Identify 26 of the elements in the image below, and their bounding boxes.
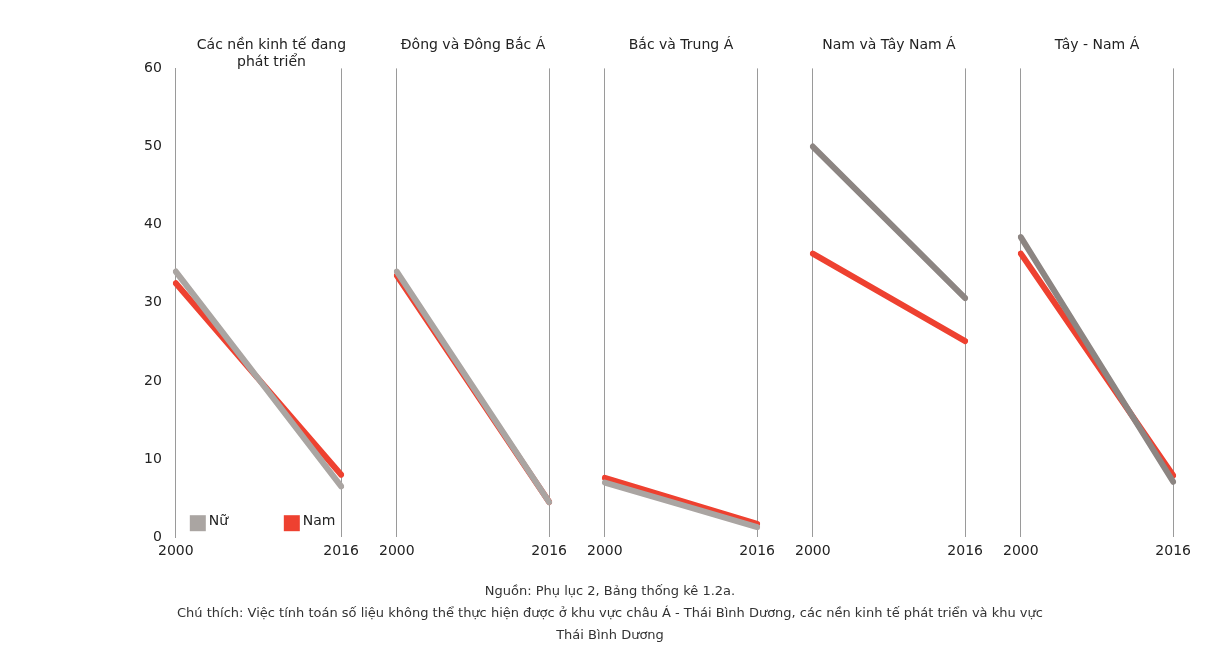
y-tick-label: 60 [143, 59, 162, 76]
text: Chú thích: Việc tính toán số liệu không thể thực hiện được ở khu vực châu Á - Thái Bình Dương, các nền kinh tế phát triển và khu vực Thái Bình Dương [176, 604, 1044, 644]
x-tick-label: 2000 [794, 542, 831, 559]
chart-title: Nam và Tây Nam Á [821, 36, 957, 54]
x-tick-label: 2016 [947, 542, 984, 559]
y-tick-label: 50 [143, 137, 162, 154]
legend-label: Nữ [208, 511, 230, 528]
y-tick-label: 10 [143, 449, 162, 466]
x-tick-label: 2016 [1155, 542, 1192, 559]
x-tick-label: 2016 [323, 542, 360, 559]
y-tick-label: 30 [143, 293, 162, 310]
chart-title: Tây - Nam Á [1053, 36, 1141, 54]
y-tick-label: 0 [152, 527, 162, 544]
x-tick-label: 2000 [378, 542, 415, 559]
x-tick-label: 2016 [531, 542, 568, 559]
x-tick-label: 2016 [739, 542, 776, 559]
x-tick-label: 2000 [586, 542, 623, 559]
chart-title: Đông và Đông Bắc Á [399, 36, 547, 54]
text: Nguồn: Phụ lục 2, Bảng thống kê 1.2a. [483, 582, 737, 600]
y-tick-label: 40 [143, 215, 162, 232]
x-tick-label: 2000 [1002, 542, 1039, 559]
legend-label: Nam [302, 511, 336, 528]
chart-title: Các nền kinh tế đang phát triển [196, 36, 347, 69]
y-tick-label: 20 [143, 371, 162, 388]
x-tick-label: 2000 [157, 542, 194, 559]
chart-title: Bắc và Trung Á [627, 36, 735, 54]
